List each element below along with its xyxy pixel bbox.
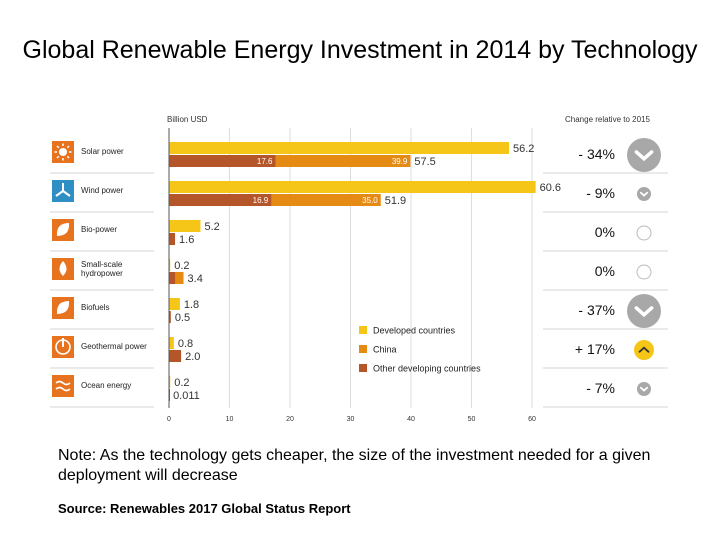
- leaf-shape: [56, 223, 70, 236]
- chevron-down-icon: [627, 294, 661, 328]
- bar-developed: [169, 259, 171, 271]
- source-citation: Source: Renewables 2017 Global Status Re…: [58, 501, 351, 516]
- x-tick-label: 40: [407, 416, 415, 423]
- change-percent: - 34%: [578, 146, 615, 162]
- change-percent: - 9%: [586, 185, 615, 201]
- category-row: Geothermal power 0.82.0 + 17%: [50, 336, 668, 369]
- category-label: Bio-power: [81, 225, 117, 234]
- value-label-other: 16.9: [253, 196, 269, 205]
- value-label-developed: 0.2: [174, 260, 189, 272]
- bar-developed: [169, 298, 180, 310]
- value-label-total: 51.9: [385, 195, 406, 207]
- change-percent: 0%: [595, 263, 615, 279]
- bar-other-developing: [169, 155, 276, 167]
- legend-swatch: [359, 326, 367, 334]
- value-label-total: 57.5: [414, 156, 435, 168]
- x-tick-label: 10: [226, 416, 234, 423]
- wave-lines: [55, 380, 71, 392]
- legend-swatch: [359, 345, 367, 353]
- value-label-developed: 5.2: [204, 221, 219, 233]
- category-row: Biofuels 1.80.5 - 37%: [50, 294, 668, 330]
- chevron-down-icon: [637, 382, 651, 396]
- turbine-blades: [55, 183, 71, 197]
- value-label-total: 3.4: [188, 273, 203, 285]
- chevron-down-icon: [637, 187, 651, 201]
- change-percent: - 7%: [586, 380, 615, 396]
- chevron-mark: [639, 191, 649, 197]
- legend-swatch: [359, 364, 367, 372]
- sun-ray: [56, 155, 60, 159]
- value-label-other: 17.6: [257, 157, 273, 166]
- change-header: Change relative to 2015: [565, 115, 651, 124]
- bar-developed: [169, 337, 174, 349]
- bar-other-developing: [169, 350, 182, 362]
- value-label-total: 0.5: [175, 312, 190, 324]
- x-tick-label: 60: [528, 416, 536, 423]
- value-label-total: 2.0: [185, 351, 200, 363]
- x-axis: 0 10 20 30 40 50 60: [167, 128, 536, 423]
- category-label: Biofuels: [81, 303, 109, 312]
- category-label: Ocean energy: [81, 381, 131, 390]
- chevron-mark: [639, 386, 649, 392]
- neutral-circle-icon: [636, 225, 652, 241]
- bar-developed: [169, 220, 201, 232]
- category-row: Wind power 60.6 51.9 35.0 16.9 - 9%: [50, 180, 668, 213]
- change-percent: - 37%: [578, 302, 615, 318]
- category-row: Solar power 56.2 57.5 39.9 17.6 - 34%: [50, 138, 668, 174]
- value-label-china: 35.0: [362, 196, 378, 205]
- chevron-mark: [634, 150, 654, 162]
- bar-other-developing: [169, 311, 171, 323]
- value-label-developed: 56.2: [513, 143, 534, 155]
- bar-other-developing: [169, 272, 176, 284]
- value-label-developed: 1.8: [184, 299, 199, 311]
- chevron-mark: [634, 306, 654, 318]
- bar-other-developing: [169, 233, 176, 245]
- value-label-china: 39.9: [392, 157, 408, 166]
- x-tick-label: 0: [167, 416, 171, 423]
- category-label: Wind power: [81, 186, 124, 195]
- value-label-total: 0.011: [173, 390, 200, 402]
- value-label-total: 1.6: [179, 234, 194, 246]
- category-row: Small-scale hydropower 0.23.4 0%: [50, 258, 668, 291]
- x-tick-label: 30: [347, 416, 355, 423]
- bar-developed: [169, 142, 510, 154]
- x-tick-label: 20: [286, 416, 294, 423]
- x-tick-label: 50: [468, 416, 476, 423]
- bar-other-developing: [169, 194, 272, 206]
- leaf-shape: [56, 301, 70, 314]
- legend-label: China: [373, 345, 397, 355]
- drop-shape: [59, 261, 67, 276]
- sun-icon: [59, 148, 67, 156]
- legend-label: Other developing countries: [373, 364, 481, 374]
- chevron-down-icon: [627, 138, 661, 172]
- category-row: Bio-power 5.2 1.6 0%: [50, 219, 668, 252]
- bar-developed: [169, 181, 536, 193]
- neutral-circle-icon: [636, 264, 652, 280]
- category-row: Ocean energy 0.20.011 - 7%: [50, 375, 668, 408]
- category-label: Geothermal power: [81, 342, 147, 351]
- value-label-developed: 0.8: [178, 338, 193, 350]
- value-label-developed: 60.6: [540, 182, 561, 194]
- legend-label: Developed countries: [373, 326, 456, 336]
- sun-ray: [56, 145, 60, 149]
- label-line: Small-scale: [81, 260, 123, 269]
- bar-developed: [169, 376, 171, 388]
- chevron-mark: [638, 346, 650, 353]
- footnote: Note: As the technology gets cheaper, th…: [58, 447, 651, 484]
- change-percent: + 17%: [575, 341, 615, 357]
- label-line: hydropower: [81, 269, 123, 278]
- unit-label: Billion USD: [167, 115, 208, 124]
- chevron-up-icon: [634, 340, 654, 360]
- sun-ray: [66, 155, 70, 159]
- category-label: Solar power: [81, 147, 124, 156]
- value-label-developed: 0.2: [174, 377, 189, 389]
- category-label: Small-scale hydropower: [81, 260, 123, 278]
- waves-icon: [52, 375, 74, 397]
- chart-legend: Developed countries China Other developing…: [359, 326, 481, 374]
- sun-ray: [66, 145, 70, 149]
- page-title: Global Renewable Energy Investment in 20…: [22, 36, 698, 64]
- change-percent: 0%: [595, 224, 615, 240]
